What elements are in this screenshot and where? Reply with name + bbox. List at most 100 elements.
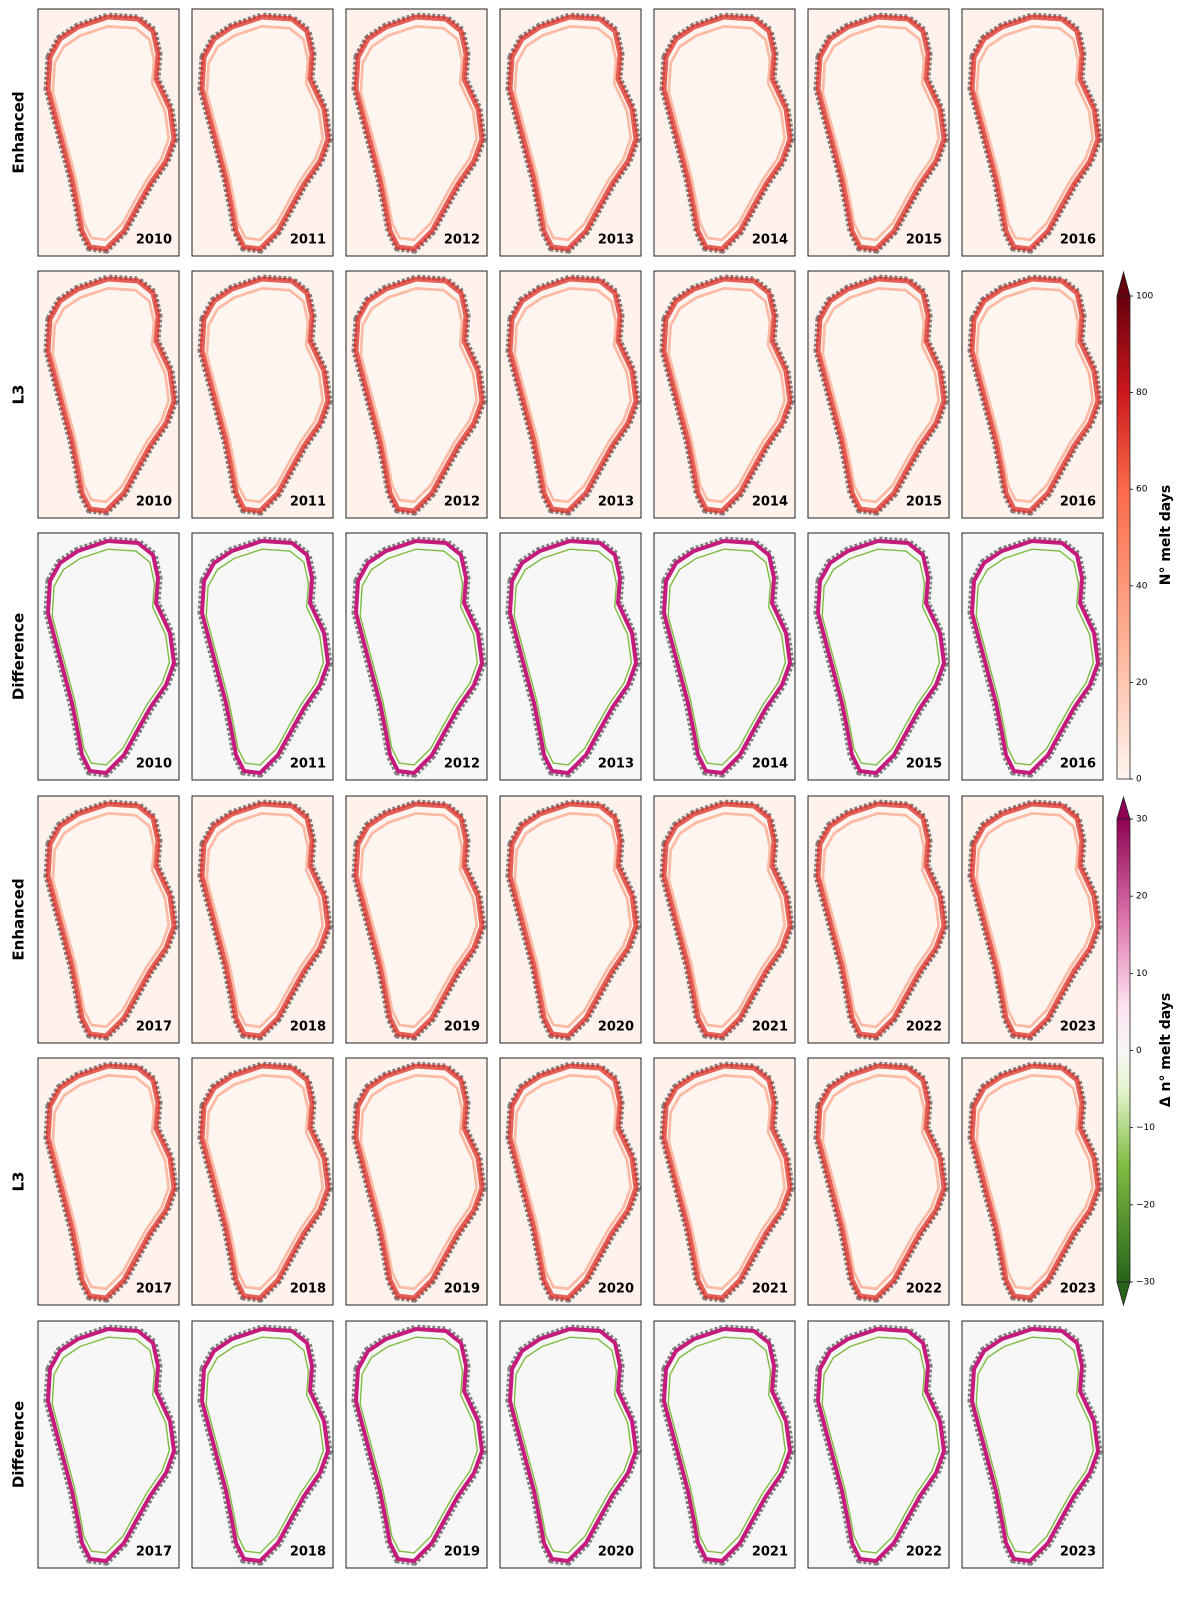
map-panel: 2012 [345,532,488,781]
colorbar-tick-label: 20 [1136,892,1148,902]
year-label: 2012 [444,495,480,510]
colorbar-arrow [1116,795,1131,820]
row-label: L3 [10,385,28,405]
map-panel: 2015 [807,532,950,781]
map-panel: 2023 [961,1320,1104,1569]
colorbar-tick-label: −20 [1136,1200,1155,1210]
colorbar-tick-label: 80 [1136,388,1148,398]
year-label: 2019 [444,1020,480,1035]
map-panel: 2010 [37,532,180,781]
year-label: 2023 [1060,1020,1096,1035]
year-label: 2022 [906,1020,942,1035]
map-panel: 2022 [807,1320,950,1569]
map-panel: 2022 [807,795,950,1044]
year-label: 2014 [752,233,788,248]
year-label: 2017 [136,1282,172,1297]
year-label: 2014 [752,495,788,510]
year-label: 2012 [444,233,480,248]
row-label: Enhanced [10,878,28,960]
year-label: 2022 [906,1282,942,1297]
colorbar-tick-label: 0 [1136,775,1142,785]
year-label: 2014 [752,757,788,772]
map-panel: 2016 [961,8,1104,257]
map-panel: 2017 [37,1057,180,1306]
year-label: 2022 [906,1545,942,1560]
map-panel: 2013 [499,532,642,781]
map-panel: 2021 [653,1320,796,1569]
map-panel: 2018 [191,795,334,1044]
colorbar-tick-label: 40 [1136,581,1148,591]
year-label: 2010 [136,233,172,248]
map-panel: 2013 [499,270,642,519]
map-panel: 2022 [807,1057,950,1306]
year-label: 2020 [598,1545,634,1560]
year-label: 2018 [290,1020,326,1035]
year-label: 2013 [598,757,634,772]
map-panel: 2011 [191,532,334,781]
year-label: 2012 [444,757,480,772]
colorbar-tick-label: −30 [1136,1278,1155,1288]
year-label: 2013 [598,495,634,510]
map-panel: 2016 [961,532,1104,781]
map-panel: 2014 [653,8,796,257]
map-panel: 2016 [961,270,1104,519]
row-label: Enhanced [10,91,28,173]
year-label: 2016 [1060,495,1096,510]
map-panel: 2012 [345,270,488,519]
year-label: 2016 [1060,233,1096,248]
year-label: 2021 [752,1020,788,1035]
map-panel: 2020 [499,1057,642,1306]
map-panel: 2012 [345,8,488,257]
year-label: 2018 [290,1282,326,1297]
colorbar-label: Δ n° melt days [1158,993,1174,1108]
colorbar-tick-label: 60 [1136,485,1148,495]
row-label: L3 [10,1172,28,1192]
map-panel: 2014 [653,270,796,519]
map-panel: 2018 [191,1057,334,1306]
map-panel: 2015 [807,8,950,257]
year-label: 2011 [290,757,326,772]
map-panel: 2018 [191,1320,334,1569]
colorbar-tick-label: 10 [1136,969,1148,979]
map-panel: 2011 [191,270,334,519]
map-panel: 2019 [345,795,488,1044]
year-label: 2011 [290,233,326,248]
year-label: 2023 [1060,1545,1096,1560]
year-label: 2010 [136,495,172,510]
map-panel: 2021 [653,1057,796,1306]
map-panel: 2020 [499,795,642,1044]
map-panel: 2019 [345,1320,488,1569]
map-panel: 2019 [345,1057,488,1306]
year-label: 2018 [290,1545,326,1560]
colorbar [1116,295,1131,780]
colorbar-tick-label: 100 [1136,292,1153,302]
colorbar-label: N° melt days [1158,485,1174,586]
map-panel: 2017 [37,1320,180,1569]
map-panel: 2013 [499,8,642,257]
year-label: 2020 [598,1020,634,1035]
map-panel: 2017 [37,795,180,1044]
year-label: 2021 [752,1545,788,1560]
year-label: 2010 [136,757,172,772]
year-label: 2015 [906,757,942,772]
map-panel: 2014 [653,532,796,781]
map-panel: 2015 [807,270,950,519]
colorbar-tick-label: 0 [1136,1046,1142,1056]
year-label: 2015 [906,233,942,248]
year-label: 2017 [136,1545,172,1560]
year-label: 2015 [906,495,942,510]
year-label: 2023 [1060,1282,1096,1297]
colorbar-arrow [1116,270,1131,297]
year-label: 2021 [752,1282,788,1297]
map-panel: 2023 [961,795,1104,1044]
map-panel: 2023 [961,1057,1104,1306]
year-label: 2019 [444,1545,480,1560]
row-label: Difference [10,613,28,700]
year-label: 2017 [136,1020,172,1035]
year-label: 2019 [444,1282,480,1297]
map-panel: 2010 [37,8,180,257]
colorbar-tick-label: 30 [1136,815,1148,825]
colorbar-tick-label: −10 [1136,1123,1155,1133]
